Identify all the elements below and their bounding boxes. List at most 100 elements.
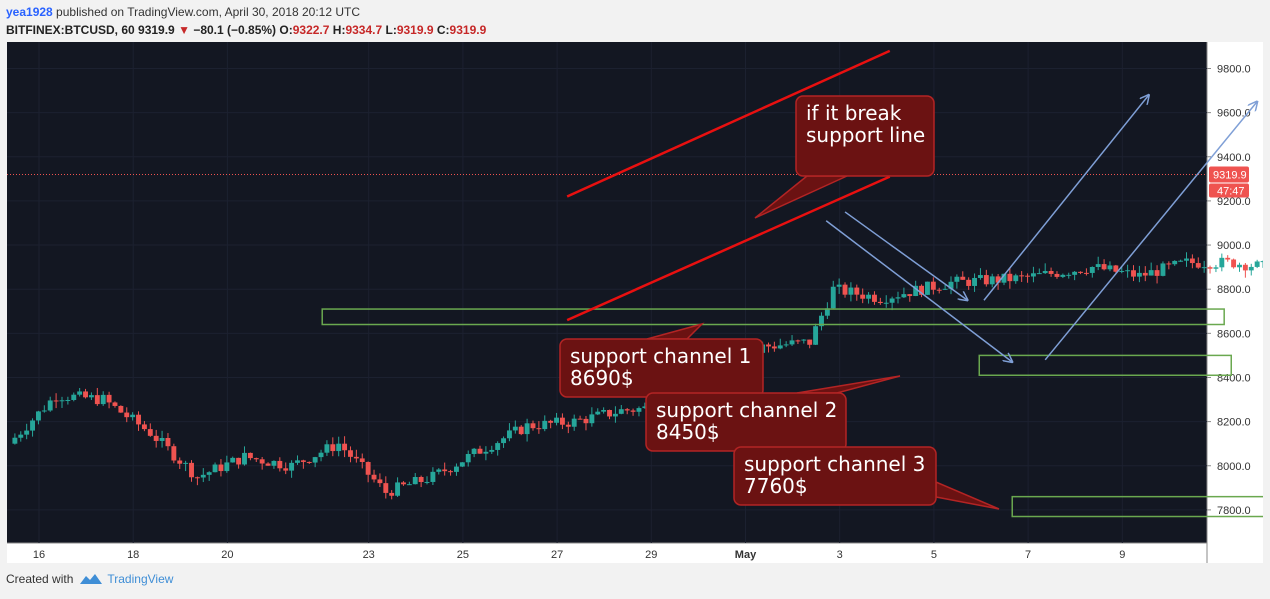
candle	[454, 463, 459, 476]
candle-body	[554, 417, 559, 423]
candle-body	[936, 289, 942, 291]
candle-body	[1231, 259, 1237, 268]
candle	[418, 475, 424, 488]
candle-body	[565, 424, 571, 427]
candle-body	[1095, 264, 1101, 267]
candle	[1131, 265, 1136, 282]
candle-body	[977, 275, 983, 278]
x-tick-label: 23	[363, 549, 375, 561]
candle-body	[771, 346, 777, 349]
candle	[65, 396, 71, 405]
candle-body	[100, 394, 106, 405]
candles	[12, 252, 1270, 500]
chart-container[interactable]: 9800.0 9600.0 9400.0 9200.0 9000.0 8800.0 8600…	[7, 42, 1270, 563]
candle-body	[442, 469, 448, 472]
callout-text: support channel 1	[570, 344, 751, 368]
candle	[1172, 260, 1178, 266]
candle	[194, 476, 200, 486]
candle	[1019, 271, 1025, 282]
candle	[395, 477, 401, 497]
candle	[936, 287, 942, 294]
candle-body	[348, 450, 353, 457]
candle	[353, 449, 359, 463]
candle-body	[1166, 263, 1172, 265]
candle	[489, 445, 495, 454]
candle-body	[118, 405, 124, 413]
candle-body	[559, 417, 565, 425]
x-tick-label: 20	[221, 549, 233, 561]
candle-body	[53, 400, 59, 402]
candle	[171, 443, 177, 464]
candle	[506, 423, 512, 442]
created-with-label: Created with	[6, 572, 74, 586]
candle-body	[77, 391, 83, 395]
candle-body	[65, 400, 71, 402]
candle-body	[277, 460, 283, 469]
candle-body	[948, 281, 954, 289]
candle-body	[271, 460, 277, 466]
candle-body	[860, 294, 866, 299]
candle-body	[159, 437, 165, 441]
candle-body	[1113, 265, 1119, 272]
candle	[100, 391, 106, 406]
candle	[554, 412, 559, 426]
candle-body	[512, 426, 518, 431]
candle	[412, 473, 418, 485]
candle	[1125, 264, 1131, 278]
candle-body	[589, 414, 595, 424]
candle	[960, 271, 966, 280]
candle	[53, 393, 59, 409]
candle-body	[930, 281, 936, 290]
candle-body	[183, 462, 189, 464]
candle	[247, 452, 253, 461]
publish-header: yea1928 published on TradingView.com, Ap…	[6, 3, 360, 21]
candle	[559, 413, 565, 430]
candle-body	[919, 285, 925, 295]
candle	[159, 430, 165, 448]
candle	[630, 408, 636, 416]
candle-body	[783, 344, 789, 346]
candle-body	[1160, 263, 1166, 276]
candle	[442, 462, 448, 476]
candle-body	[1119, 270, 1125, 272]
candle	[189, 460, 194, 482]
candle	[124, 407, 130, 423]
candle-body	[907, 294, 913, 297]
candle-body	[530, 423, 536, 429]
candle-body	[206, 472, 212, 475]
candle	[548, 419, 554, 429]
candle-body	[1237, 264, 1242, 268]
candle	[24, 423, 30, 440]
candle	[253, 457, 259, 463]
candle	[919, 284, 925, 298]
candle-body	[607, 410, 612, 417]
candle-body	[224, 462, 230, 472]
price-chart[interactable]: 9800.0 9600.0 9400.0 9200.0 9000.0 8800.0 8600…	[7, 42, 1270, 563]
candle	[583, 415, 589, 431]
candle	[501, 436, 506, 448]
candle	[565, 421, 571, 434]
candle	[948, 276, 954, 295]
candle	[983, 269, 989, 287]
candle	[530, 420, 536, 431]
candle-body	[1154, 270, 1160, 276]
author-name[interactable]: yea1928	[6, 5, 53, 19]
candle-body	[483, 451, 489, 454]
candle	[383, 476, 389, 499]
candle-body	[94, 395, 100, 405]
x-tick-label: 5	[931, 549, 937, 561]
candle	[1089, 266, 1095, 278]
candle-body	[506, 430, 512, 439]
candle	[771, 341, 777, 352]
candle	[318, 449, 324, 462]
candle-body	[595, 411, 601, 415]
candle	[448, 469, 454, 476]
candle	[518, 425, 524, 436]
candle	[542, 415, 548, 432]
candle-body	[41, 410, 47, 412]
tradingview-link[interactable]: TradingView	[79, 572, 173, 586]
x-tick-label: 3	[837, 549, 843, 561]
candle	[224, 455, 230, 473]
candle-body	[807, 339, 813, 345]
candle-body	[1195, 263, 1201, 268]
